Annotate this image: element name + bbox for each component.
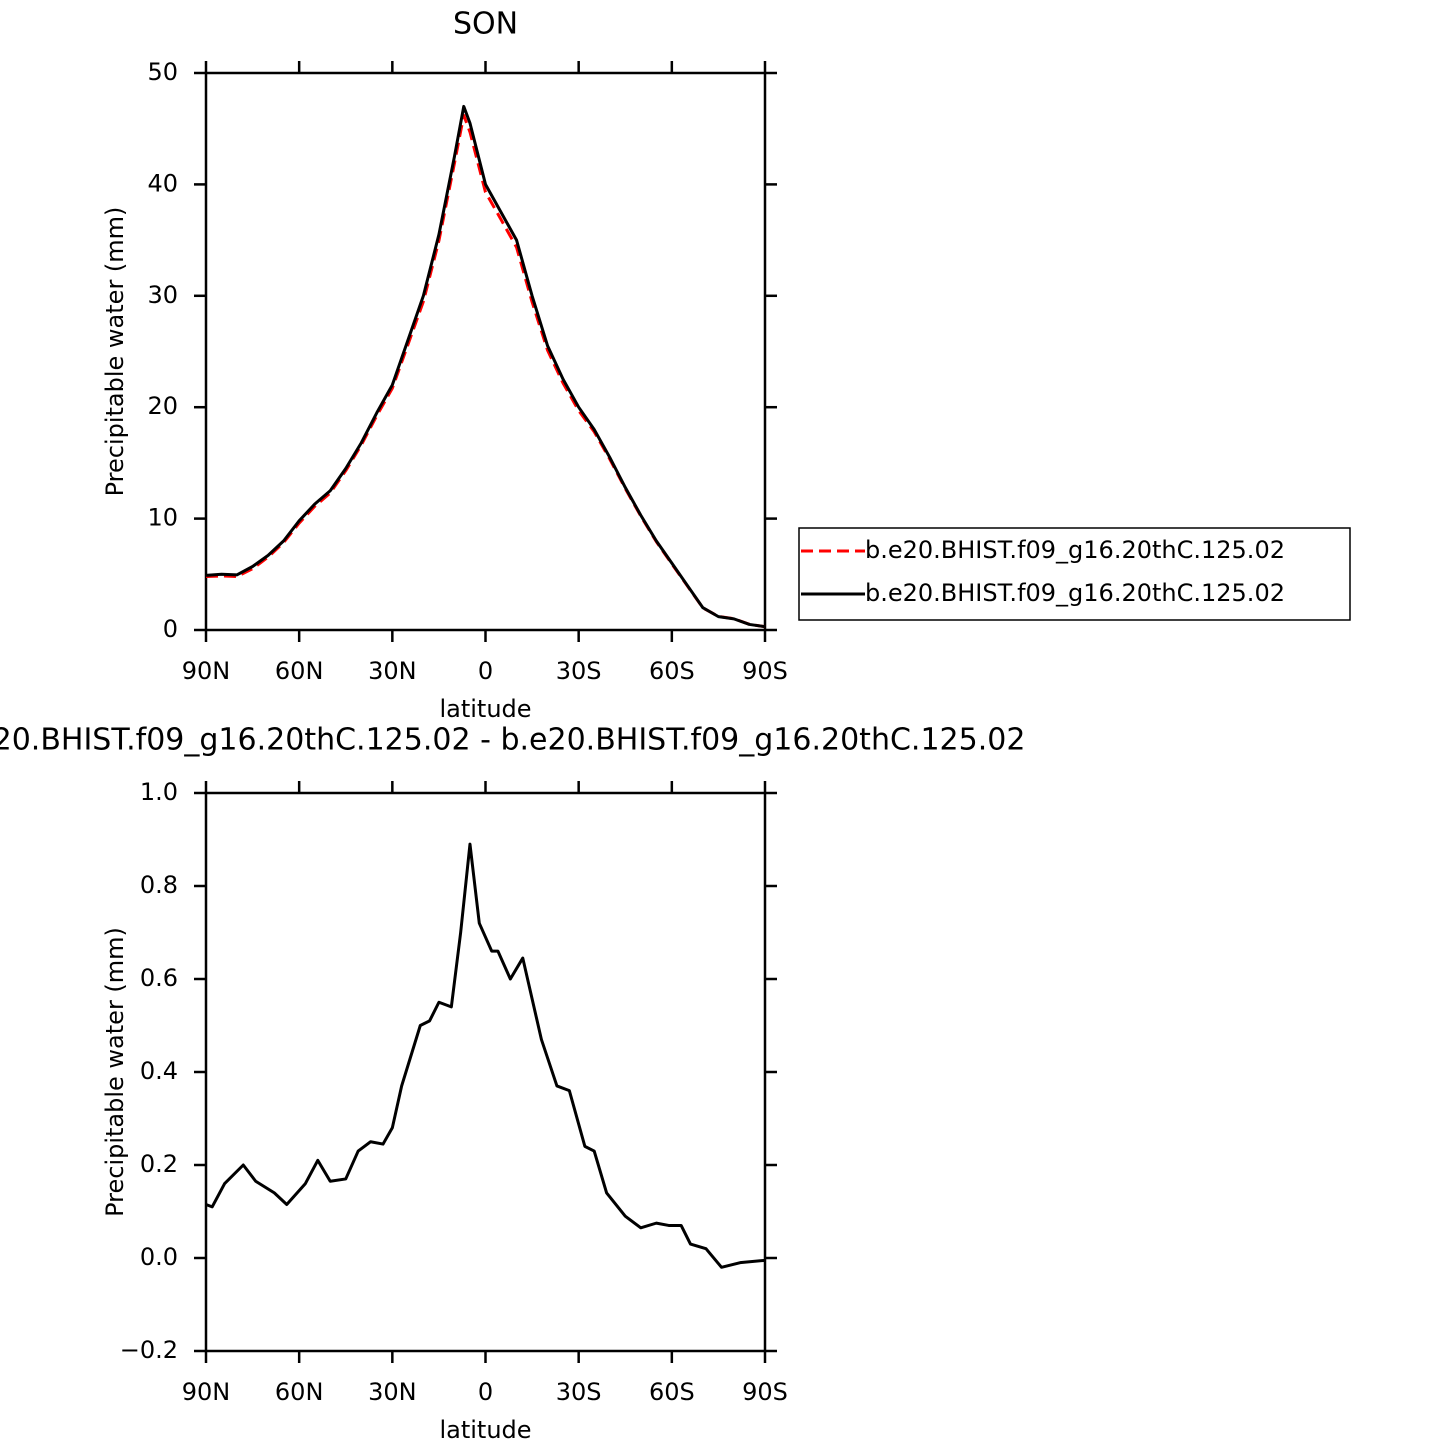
x-tick-label: 30N <box>368 657 417 685</box>
chart-title: b.e20.BHIST.f09_g16.20thC.125.02 - b.e20… <box>0 723 1025 758</box>
x-tick-label: 60N <box>275 657 324 685</box>
x-tick-label: 30S <box>556 1378 602 1406</box>
y-tick-label: −0.2 <box>120 1336 178 1364</box>
y-tick-label: 0.4 <box>140 1057 178 1085</box>
legend-label: b.e20.BHIST.f09_g16.20thC.125.02 <box>865 536 1285 564</box>
plot-frame <box>204 71 767 632</box>
y-tick-label: 40 <box>147 169 178 197</box>
y-tick-label: 10 <box>147 504 178 532</box>
y-tick-label: 0.2 <box>140 1150 178 1178</box>
x-axis-label: latitude <box>439 1416 531 1444</box>
y-tick-label: 0 <box>163 615 178 643</box>
y-axis-label: Precipitable water (mm) <box>101 927 129 1217</box>
y-tick-label: 30 <box>147 281 178 309</box>
legend-label: b.e20.BHIST.f09_g16.20thC.125.02 <box>865 579 1285 607</box>
y-tick-label: 20 <box>147 392 178 420</box>
x-tick-label: 0 <box>478 1378 493 1406</box>
y-tick-label: 50 <box>147 58 178 86</box>
legend-box <box>798 527 1351 621</box>
x-tick-label: 0 <box>478 657 493 685</box>
y-tick-label: 0.8 <box>140 871 178 899</box>
data-line <box>205 104 766 629</box>
y-tick-label: 1.0 <box>140 778 178 806</box>
chart-title: SON <box>453 7 518 42</box>
plot-frame <box>204 791 767 1353</box>
y-tick-label: 0.6 <box>140 964 178 992</box>
x-tick-label: 90N <box>182 1378 231 1406</box>
x-tick-label: 90S <box>742 1378 788 1406</box>
x-tick-label: 30N <box>368 1378 417 1406</box>
y-tick-label: 0.0 <box>140 1243 178 1271</box>
data-line <box>205 842 766 1269</box>
x-tick-label: 60S <box>649 657 695 685</box>
x-tick-label: 60S <box>649 1378 695 1406</box>
x-tick-label: 60N <box>275 1378 324 1406</box>
x-tick-label: 30S <box>556 657 602 685</box>
data-line <box>205 113 766 629</box>
x-tick-label: 90N <box>182 657 231 685</box>
x-axis-label: latitude <box>439 695 531 723</box>
x-tick-label: 90S <box>742 657 788 685</box>
y-axis-label: Precipitable water (mm) <box>101 207 129 497</box>
